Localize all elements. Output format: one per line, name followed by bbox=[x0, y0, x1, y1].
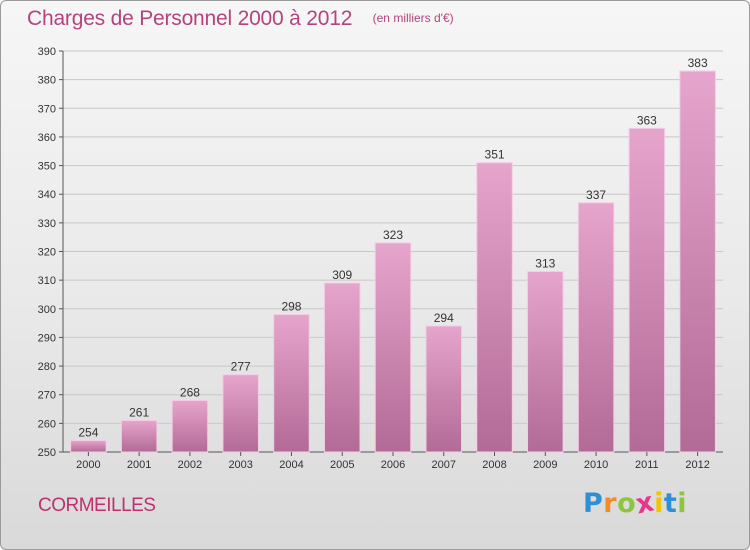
city-name: CORMEILLES bbox=[38, 495, 156, 516]
value-labels: 254 261 268 277 298 309 323 294 351 313 337 363 383 bbox=[78, 56, 708, 439]
x-tick-label: 2007 bbox=[432, 459, 456, 471]
x-tick-label: 2008 bbox=[482, 459, 506, 471]
x-tick-label: 2012 bbox=[685, 459, 709, 471]
y-tick-label: 290 bbox=[38, 332, 56, 344]
value-label-2003: 277 bbox=[231, 360, 251, 374]
x-tick-label: 2002 bbox=[178, 459, 202, 471]
x-tick-label: 2005 bbox=[330, 459, 354, 471]
x-tick-label: 2009 bbox=[533, 459, 557, 471]
logo-letter: r bbox=[603, 488, 618, 519]
bar-2001 bbox=[120, 419, 158, 453]
value-label-2008: 351 bbox=[485, 148, 505, 162]
x-tick-label: 2003 bbox=[228, 459, 252, 471]
y-tick-label: 350 bbox=[38, 161, 56, 173]
bar-2008 bbox=[476, 162, 513, 453]
y-tick-label: 330 bbox=[38, 218, 56, 230]
y-tick-label: 390 bbox=[38, 46, 56, 58]
bar-2005 bbox=[323, 282, 361, 453]
bar-2011 bbox=[628, 127, 666, 453]
value-label-2001: 261 bbox=[129, 405, 149, 419]
y-tick-label: 260 bbox=[38, 418, 56, 430]
bar-2002 bbox=[171, 399, 209, 453]
x-tick-label: 2011 bbox=[635, 459, 659, 471]
chart-subtitle: (en milliers d'€) bbox=[372, 11, 454, 25]
value-label-2007: 294 bbox=[434, 311, 454, 325]
logo-letter: t bbox=[663, 488, 678, 519]
value-label-2012: 383 bbox=[688, 56, 708, 70]
logo-letter: o bbox=[617, 488, 637, 519]
y-tick-label: 320 bbox=[38, 247, 56, 259]
bar-2007 bbox=[425, 325, 463, 453]
bar-2012 bbox=[679, 70, 716, 453]
bar-2006 bbox=[374, 242, 412, 453]
bar-2009 bbox=[527, 271, 564, 453]
value-label-2005: 309 bbox=[332, 268, 352, 282]
y-tick-label: 360 bbox=[38, 132, 56, 144]
y-tick-label: 250 bbox=[38, 447, 56, 459]
bar-2010 bbox=[577, 202, 615, 453]
value-label-2009: 313 bbox=[535, 257, 555, 271]
title-row: Charges de Personnel 2000 à 2012 (en mil… bbox=[27, 7, 454, 31]
y-tick-label: 340 bbox=[38, 189, 56, 201]
bar-2003 bbox=[222, 374, 259, 453]
value-label-2006: 323 bbox=[383, 228, 403, 242]
x-axis-ticks: 2000 2001 2002 2003 2004 2005 2006 2007 2008 2009… bbox=[76, 452, 710, 471]
x-tick-label: 2006 bbox=[381, 459, 405, 471]
logo-letter: P bbox=[583, 488, 604, 519]
y-tick-label: 300 bbox=[38, 304, 56, 316]
logo-letter: i bbox=[677, 488, 688, 519]
value-label-2004: 298 bbox=[281, 300, 301, 314]
y-tick-label: 380 bbox=[38, 75, 56, 87]
bar-2000 bbox=[70, 440, 107, 453]
logo-letter: i bbox=[654, 488, 664, 519]
value-label-2000: 254 bbox=[78, 426, 98, 440]
y-tick-label: 270 bbox=[38, 390, 56, 402]
chart-title: Charges de Personnel 2000 à 2012 bbox=[27, 7, 353, 30]
x-tick-label: 2010 bbox=[584, 459, 608, 471]
x-tick-label: 2000 bbox=[76, 459, 100, 471]
y-tick-label: 310 bbox=[38, 275, 56, 287]
bar-2004 bbox=[273, 314, 310, 453]
x-tick-label: 2001 bbox=[127, 459, 151, 471]
value-label-2002: 268 bbox=[180, 385, 200, 399]
value-label-2010: 337 bbox=[586, 188, 606, 202]
y-tick-label: 280 bbox=[38, 361, 56, 373]
bars bbox=[70, 70, 716, 453]
value-label-2011: 363 bbox=[637, 113, 657, 127]
y-tick-label: 370 bbox=[38, 103, 56, 115]
x-tick-label: 2004 bbox=[279, 459, 303, 471]
